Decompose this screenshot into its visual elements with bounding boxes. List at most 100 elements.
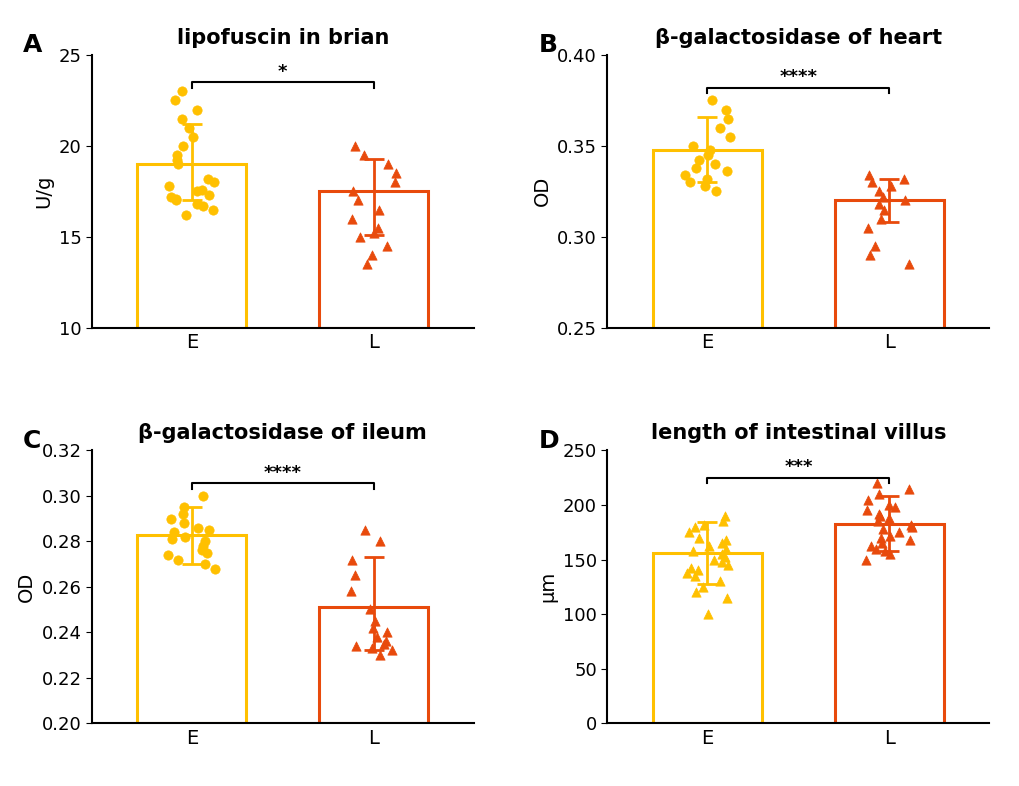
Point — [163, 533, 179, 545]
Point — [377, 635, 393, 648]
Point — [716, 551, 733, 564]
Point — [859, 494, 875, 506]
Y-axis label: U/g: U/g — [34, 174, 53, 208]
Point — [173, 85, 190, 97]
Point — [686, 570, 702, 582]
Point — [379, 240, 395, 252]
Point — [873, 190, 890, 203]
Point — [368, 630, 384, 643]
Point — [350, 194, 366, 207]
Point — [195, 490, 211, 502]
Point — [698, 172, 714, 185]
Point — [370, 204, 386, 216]
Point — [695, 518, 711, 531]
Point — [690, 154, 706, 167]
Point — [880, 512, 897, 524]
Point — [872, 531, 889, 544]
Point — [711, 122, 728, 134]
Point — [862, 540, 878, 553]
Text: *: * — [278, 63, 287, 81]
Point — [684, 140, 700, 152]
Point — [380, 158, 396, 171]
Point — [165, 526, 181, 538]
Point — [880, 498, 897, 511]
Point — [869, 198, 886, 211]
Text: ****: **** — [779, 68, 816, 86]
Point — [168, 154, 184, 167]
Point — [347, 640, 364, 652]
Point — [194, 183, 210, 196]
Point — [872, 212, 889, 225]
Point — [372, 535, 388, 548]
Point — [719, 559, 736, 571]
Point — [163, 512, 179, 525]
Point — [386, 176, 403, 189]
Point — [895, 172, 911, 185]
Point — [177, 209, 194, 222]
Bar — [652, 149, 761, 328]
Point — [383, 644, 399, 656]
Point — [175, 517, 192, 530]
Point — [344, 185, 361, 197]
Point — [705, 553, 721, 566]
Point — [706, 158, 722, 171]
Point — [872, 537, 889, 549]
Point — [900, 483, 916, 495]
Point — [160, 549, 176, 561]
Point — [900, 258, 916, 270]
Point — [679, 566, 695, 578]
Text: B: B — [538, 33, 557, 57]
Point — [874, 523, 891, 535]
Point — [858, 504, 874, 516]
Point — [343, 212, 360, 225]
Point — [720, 130, 737, 143]
Point — [167, 193, 183, 205]
Point — [168, 149, 184, 161]
Point — [189, 198, 205, 211]
Point — [199, 172, 215, 185]
Y-axis label: OD: OD — [532, 176, 551, 207]
Point — [903, 520, 919, 533]
Point — [184, 130, 201, 143]
Point — [174, 508, 191, 520]
Point — [902, 518, 918, 531]
Point — [686, 520, 702, 533]
Point — [681, 176, 697, 189]
Point — [346, 140, 363, 152]
Point — [363, 248, 379, 261]
Point — [370, 222, 386, 234]
Point — [189, 103, 205, 116]
Point — [195, 200, 211, 212]
Title: lipofuscin in brian: lipofuscin in brian — [176, 28, 388, 48]
Point — [687, 586, 703, 598]
Text: ****: **** — [264, 464, 302, 482]
Point — [166, 94, 182, 107]
Point — [890, 526, 906, 538]
Point — [163, 190, 179, 203]
Point — [870, 488, 887, 501]
Point — [366, 615, 382, 627]
Point — [896, 194, 912, 207]
Text: A: A — [23, 33, 43, 57]
Point — [372, 648, 388, 661]
Point — [342, 585, 359, 597]
Point — [715, 509, 732, 522]
Bar — [319, 191, 428, 328]
Point — [694, 581, 710, 593]
Point — [167, 194, 183, 207]
Point — [173, 112, 190, 125]
Point — [207, 562, 223, 575]
Point — [177, 531, 194, 543]
Point — [901, 534, 917, 546]
Point — [713, 537, 730, 549]
Point — [871, 509, 888, 522]
Point — [677, 169, 693, 182]
Point — [201, 189, 217, 201]
Point — [717, 534, 734, 546]
Point — [710, 575, 727, 588]
Y-axis label: μm: μm — [538, 571, 556, 602]
Point — [701, 143, 717, 156]
Point — [690, 531, 706, 544]
Point — [863, 176, 879, 189]
Point — [868, 477, 884, 490]
